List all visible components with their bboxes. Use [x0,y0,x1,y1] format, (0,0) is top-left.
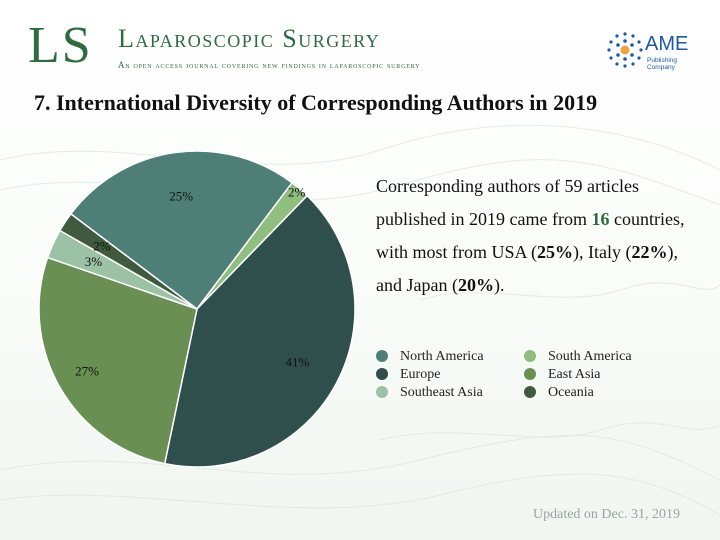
summary-part-5: ). [493,275,505,295]
legend-swatch [376,349,388,362]
publisher-logo: AME Publishing Company [605,30,705,71]
publisher-subtitle: Publishing Company [647,57,677,71]
legend-item-southeast-asia: Southeast Asia [376,384,483,402]
slide-title: 7. International Diversity of Correspond… [34,90,598,115]
legend-swatch [376,367,388,380]
journal-subtitle: An open access journal covering new find… [118,60,421,70]
legend-swatch [376,385,388,398]
pie-slice-europe [163,194,356,468]
pie-label-east-asia: 27% [75,363,99,378]
legend-label: Southeast Asia [400,385,483,400]
legend-item-south-america: South America [524,348,632,366]
legend-label: East Asia [548,367,601,382]
legend-swatch [524,367,536,380]
legend-label: South America [548,349,632,364]
ame-dots-icon [607,32,643,68]
summary-part-3: ), Italy ( [573,242,632,262]
legend-label: Europe [400,367,441,382]
legend-swatch [524,349,536,362]
summary-text: Corresponding authors of 59 articles pub… [376,170,706,302]
pie-label-southeast-asia: 3% [85,254,103,269]
legend-item-east-asia: East Asia [524,366,601,384]
updated-date: Updated on Dec. 31, 2019 [533,507,680,522]
country-count: 16 [591,209,610,229]
italy-percent: 22% [631,242,668,262]
legend-item-europe: Europe [376,366,440,384]
legend-swatch [524,385,536,398]
pie-label-north-america: 25% [169,188,193,203]
pie-label-europe: 41% [285,354,309,369]
legend-item-oceania: Oceania [524,384,594,402]
legend-label: Oceania [548,385,594,400]
journal-title: Laparoscopic Surgery [118,24,381,53]
summary-part-1: Corresponding authors of 59 articles pub… [376,176,639,229]
header: LS Laparoscopic Surgery An open access j… [0,0,720,82]
legend-item-north-america: North America [376,348,484,366]
japan-percent: 20% [457,275,494,295]
pie-label-south-america: 2% [288,185,306,200]
publisher-name: AME [645,33,689,55]
journal-logo: LS [28,17,93,74]
pie-label-oceania: 2% [93,238,111,253]
summary-part-2: countries, with most from USA ( [376,209,685,262]
pie-slice-east-asia [38,256,198,465]
usa-percent: 25% [537,242,574,262]
legend-label: North America [400,349,484,364]
pie-slice-oceania [58,212,198,310]
pie-slice-north-america [69,150,294,311]
summary-part-4: ), and Japan ( [376,242,678,295]
